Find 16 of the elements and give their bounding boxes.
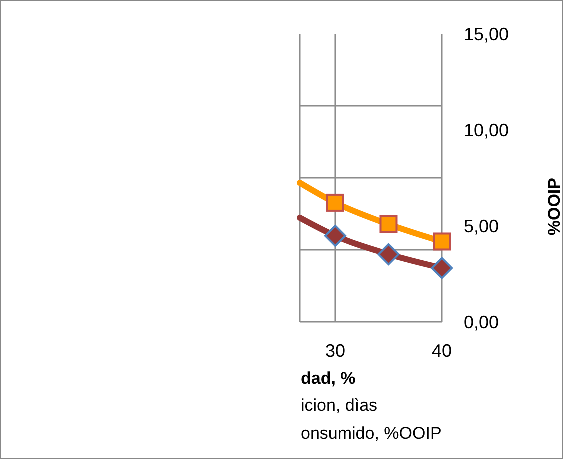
x-axis-title: dad, % xyxy=(301,369,356,389)
point xyxy=(433,232,451,251)
point xyxy=(378,243,400,266)
y2-tick-label: 15,00 xyxy=(464,24,510,44)
y2-tick-label: 0,00 xyxy=(464,312,500,332)
point xyxy=(380,215,398,234)
text: icion, dìas xyxy=(301,396,378,416)
text: onsumido, %OOIP xyxy=(301,424,442,444)
point xyxy=(326,194,344,212)
y2-tick-label: 5,00 xyxy=(464,216,500,236)
y2-tick-label: 10,00 xyxy=(464,120,510,140)
point xyxy=(324,224,346,247)
x-tick-label: 40 xyxy=(432,340,452,361)
x-tick-label: 30 xyxy=(325,340,346,361)
point xyxy=(431,257,453,280)
y2-axis-title: %OOIP xyxy=(545,178,563,236)
